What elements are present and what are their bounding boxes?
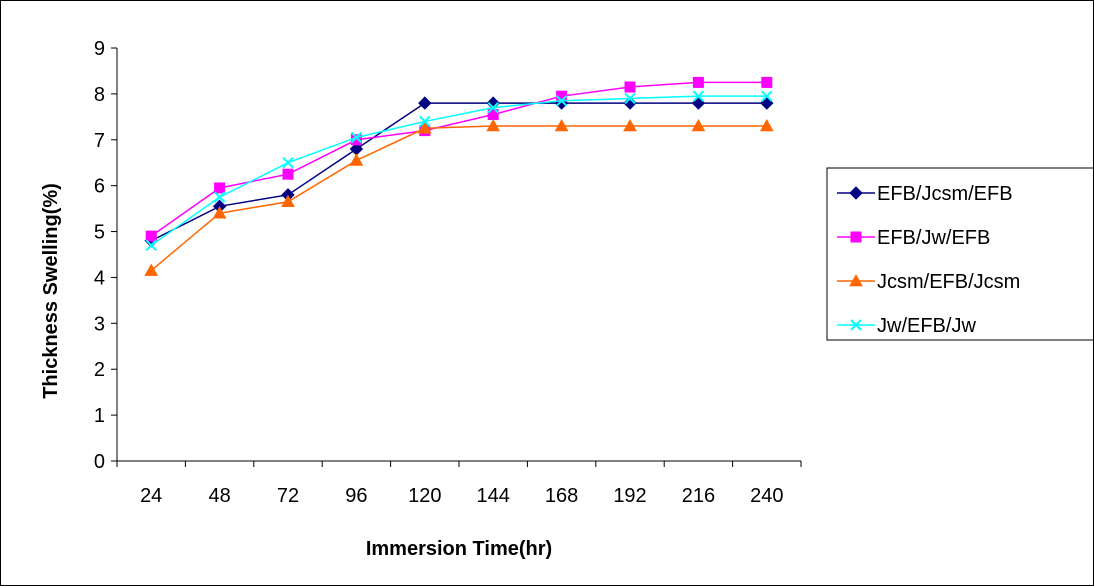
point-marker-stroke bbox=[624, 92, 636, 105]
point-marker bbox=[282, 168, 294, 180]
point-marker-stroke bbox=[145, 239, 157, 252]
point-marker bbox=[282, 157, 294, 169]
plot-area: 0 1 2 3 4 5 6 7 8 9 24 48 72 96 120 144 168 192 216 240 bbox=[94, 38, 802, 507]
series-2 bbox=[144, 118, 774, 276]
point-marker-stroke bbox=[350, 131, 363, 144]
legend-label: Jw/EFB/Jw bbox=[877, 315, 976, 337]
legend-entry: EFB/Jw/EFB bbox=[837, 227, 990, 249]
point-marker-stroke bbox=[282, 157, 294, 169]
y-tick-label: 2 bbox=[94, 359, 105, 381]
x-tick-label: 96 bbox=[345, 485, 367, 507]
point-marker bbox=[759, 118, 774, 132]
point-marker bbox=[692, 76, 704, 88]
point-marker bbox=[692, 90, 705, 102]
y-tick-label: 0 bbox=[94, 451, 105, 473]
point-marker-stroke bbox=[692, 90, 705, 102]
y-tick-label: 3 bbox=[94, 313, 105, 335]
point-marker bbox=[761, 90, 773, 102]
point-marker bbox=[850, 231, 862, 243]
point-marker bbox=[691, 118, 706, 132]
point-marker bbox=[760, 96, 774, 110]
y-tick-label: 8 bbox=[94, 84, 105, 106]
series-line bbox=[150, 95, 767, 246]
point-marker bbox=[624, 92, 636, 105]
point-marker bbox=[214, 182, 226, 194]
point-marker bbox=[555, 95, 568, 107]
x-tick-label: 24 bbox=[140, 485, 162, 507]
x-tick-label: 120 bbox=[408, 485, 441, 507]
legend-entry: Jw/EFB/Jw bbox=[837, 315, 976, 337]
x-tick-label: 48 bbox=[208, 485, 230, 507]
series-1 bbox=[145, 76, 773, 242]
point-marker bbox=[145, 239, 157, 252]
legend-label: EFB/Jw/EFB bbox=[877, 227, 990, 249]
series-line bbox=[150, 81, 767, 237]
y-tick-label: 5 bbox=[94, 222, 105, 244]
x-tick-label: 240 bbox=[750, 485, 783, 507]
y-tick-label: 1 bbox=[94, 405, 105, 427]
point-marker bbox=[487, 101, 499, 114]
point-marker bbox=[419, 115, 431, 128]
series-3 bbox=[145, 90, 773, 252]
legend-entry: Jcsm/EFB/Jcsm bbox=[837, 271, 1020, 293]
y-tick-label: 4 bbox=[94, 267, 105, 289]
point-marker bbox=[554, 118, 569, 132]
x-tick-label: 216 bbox=[682, 485, 715, 507]
point-marker bbox=[486, 118, 501, 132]
x-tick-label: 168 bbox=[545, 485, 578, 507]
x-tick-label: 72 bbox=[277, 485, 299, 507]
point-marker bbox=[145, 230, 157, 242]
point-marker bbox=[623, 118, 637, 132]
x-tick-label: 144 bbox=[477, 485, 510, 507]
point-marker-stroke bbox=[761, 90, 773, 102]
series-line bbox=[150, 125, 767, 272]
legend: EFB/Jcsm/EFB EFB/Jw/EFB Jcsm/EFB/Jcsm Jw/EF… bbox=[826, 167, 1093, 341]
point-marker bbox=[213, 191, 226, 203]
point-marker bbox=[349, 153, 364, 166]
point-marker bbox=[144, 263, 159, 276]
y-tick-label: 9 bbox=[94, 38, 105, 60]
point-marker-stroke bbox=[419, 115, 431, 128]
series-line bbox=[150, 102, 767, 242]
point-marker bbox=[849, 186, 863, 200]
point-marker bbox=[849, 273, 863, 287]
point-marker bbox=[350, 131, 363, 144]
point-marker bbox=[418, 96, 432, 110]
point-marker bbox=[761, 76, 773, 88]
y-tick-label: 6 bbox=[94, 176, 105, 198]
y-axis-title: Thickness Swelling(%) bbox=[40, 183, 62, 399]
point-marker bbox=[417, 121, 432, 134]
x-tick-label: 192 bbox=[613, 485, 646, 507]
point-marker bbox=[691, 96, 706, 110]
legend-entry: EFB/Jcsm/EFB bbox=[837, 183, 1013, 205]
series-0 bbox=[144, 96, 774, 248]
legend-label: Jcsm/EFB/Jcsm bbox=[877, 271, 1020, 293]
point-marker-stroke bbox=[213, 191, 226, 203]
point-marker-stroke bbox=[850, 319, 862, 331]
y-tick-label: 7 bbox=[94, 130, 105, 152]
point-marker-stroke bbox=[487, 101, 499, 114]
point-marker bbox=[850, 319, 862, 331]
point-marker bbox=[281, 194, 295, 208]
point-marker bbox=[624, 81, 636, 93]
point-marker-stroke bbox=[555, 95, 568, 107]
x-axis-title: Immersion Time(hr) bbox=[366, 538, 552, 560]
point-marker bbox=[212, 206, 227, 219]
legend-box bbox=[826, 167, 1093, 341]
legend-label: EFB/Jcsm/EFB bbox=[877, 183, 1013, 205]
